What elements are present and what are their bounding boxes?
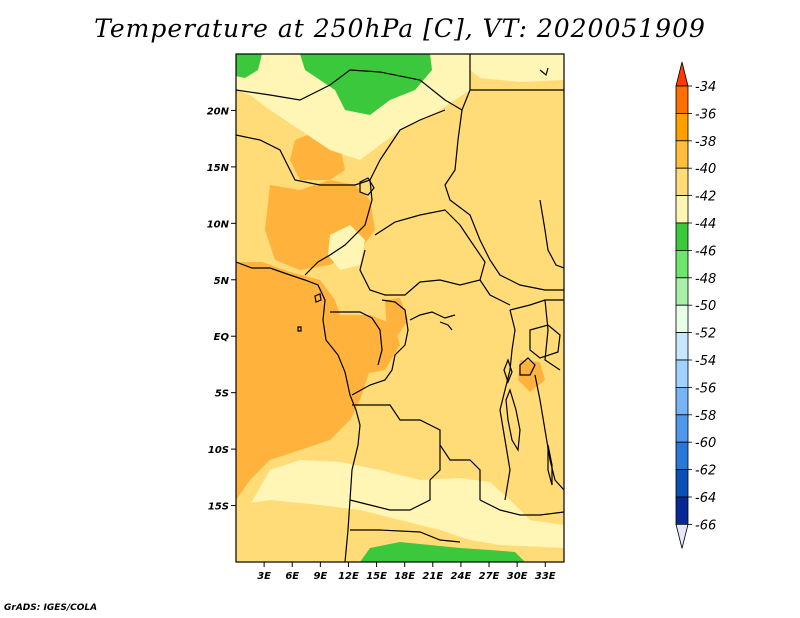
lon-tick-label: 30E xyxy=(507,571,528,582)
colorbar-swatch xyxy=(676,141,688,168)
lat-tick-label: 15S xyxy=(208,502,229,513)
lon-tick-label: 27E xyxy=(479,571,500,582)
colorbar-label: -36 xyxy=(695,107,716,122)
colorbar-label: -52 xyxy=(695,327,716,342)
colorbar-label: -58 xyxy=(695,409,716,424)
lat-tick-label: 5N xyxy=(214,276,230,287)
lon-tick-label: 24E xyxy=(451,571,472,582)
lat-tick-label: 5S xyxy=(215,389,229,400)
colorbar-swatch xyxy=(676,387,688,414)
lon-tick-label: 12E xyxy=(338,571,359,582)
colorbar-label: -62 xyxy=(695,464,716,479)
colorbar-label: -40 xyxy=(695,162,716,177)
colorbar-label: -34 xyxy=(695,80,716,95)
lon-tick-label: 18E xyxy=(394,571,415,582)
colorbar-label: -44 xyxy=(695,217,716,232)
lon-tick-label: 33E xyxy=(535,571,556,582)
field-band-42-ne xyxy=(470,54,564,82)
lon-tick-label: 9E xyxy=(313,571,327,582)
lat-tick-label: 10N xyxy=(207,219,230,230)
colorbar-swatch xyxy=(676,278,688,305)
colorbar-swatch xyxy=(676,223,688,250)
lat-tick-label: EQ xyxy=(214,332,230,343)
lat-tick-label: 10S xyxy=(208,445,229,456)
grads-credit: GrADS: IGES/COLA xyxy=(4,603,97,613)
colorbar-swatch xyxy=(676,470,688,497)
colorbar-swatch xyxy=(676,360,688,387)
colorbar-label: -56 xyxy=(695,381,716,396)
colorbar-swatch xyxy=(676,113,688,140)
colorbar-swatch xyxy=(676,168,688,195)
lon-tick-label: 15E xyxy=(366,571,387,582)
colorbar-label: -38 xyxy=(695,135,716,150)
colorbar: -34 -36 -38 -40 -42 -44 -46 -48 -50 -52 -54 -56 -58 -… xyxy=(676,62,716,548)
colorbar-swatch xyxy=(676,333,688,360)
colorbar-swatch xyxy=(676,86,688,113)
lat-tick-label: 20N xyxy=(207,106,230,117)
colorbar-swatch xyxy=(676,196,688,223)
lat-tick-label: 15N xyxy=(207,163,230,174)
colorbar-swatch xyxy=(676,497,688,524)
lon-tick-label: 21E xyxy=(422,571,443,582)
colorbar-label: -60 xyxy=(695,436,716,451)
lon-tick-label: 3E xyxy=(257,571,271,582)
colorbar-label: -54 xyxy=(695,354,716,369)
colorbar-label: -50 xyxy=(695,299,716,314)
latitude-axis: 20N 15N 10N 5N EQ 5S 10S 15S xyxy=(207,106,236,512)
colorbar-label: -48 xyxy=(695,272,716,287)
colorbar-swatch xyxy=(676,305,688,332)
colorbar-label: -64 xyxy=(695,491,716,506)
longitude-axis: 3E 6E 9E 12E 15E 18E 21E 24E 27E 30E 33E xyxy=(257,562,556,582)
colorbar-swatch xyxy=(676,415,688,442)
colorbar-label: -42 xyxy=(695,190,716,205)
colorbar-swatch xyxy=(676,442,688,469)
lon-tick-label: 6E xyxy=(285,571,299,582)
colorbar-under-triangle xyxy=(676,524,688,548)
colorbar-over-triangle xyxy=(676,62,688,86)
colorbar-label: -46 xyxy=(695,244,716,259)
colorbar-label: -66 xyxy=(695,518,716,533)
colorbar-swatch xyxy=(676,250,688,277)
